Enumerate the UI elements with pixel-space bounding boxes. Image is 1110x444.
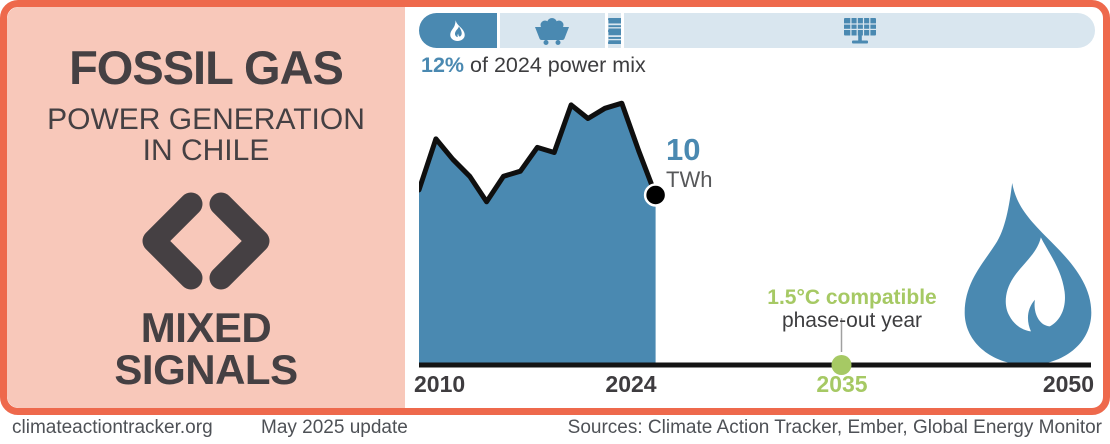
left-panel: FOSSIL GAS POWER GENERATION IN CHILE MIX… xyxy=(7,7,405,408)
gas-share-text: of 2024 power mix xyxy=(470,53,646,77)
coal-cart-icon xyxy=(535,17,570,45)
phase-out-line-2: phase-out year xyxy=(781,309,923,332)
flame-icon xyxy=(450,20,466,41)
rating-label: MIXED SIGNALS xyxy=(7,307,405,391)
site-url: climateactiontracker.org xyxy=(12,417,213,438)
x-tick-2035: 2035 xyxy=(816,371,868,397)
page-title: FOSSIL GAS xyxy=(69,41,344,94)
mix-segment-gas xyxy=(419,13,497,48)
mix-segment-oil xyxy=(607,13,622,48)
subtitle-line-1: POWER GENERATION xyxy=(47,103,365,136)
mix-segment-renewables xyxy=(624,13,1095,48)
sources-text: Sources: Climate Action Tracker, Ember, … xyxy=(567,417,1102,438)
end-point-dot xyxy=(643,183,668,207)
end-value: 10 xyxy=(666,132,701,167)
end-value-label: 10 TWh xyxy=(666,134,712,191)
code-chevrons-icon xyxy=(142,192,270,290)
update-date: May 2025 update xyxy=(261,417,408,438)
power-mix-bar xyxy=(419,13,1095,48)
mix-segment-coal xyxy=(499,13,605,48)
solar-panel-icon xyxy=(843,17,876,43)
gas-line xyxy=(419,100,659,205)
gas-generation-chart xyxy=(419,100,1091,375)
gas-flame-icon xyxy=(964,182,1092,365)
phase-out-label: 1.5°C compatible phase-out year xyxy=(702,286,1002,332)
power-mix-caption: 12% of 2024 power mix xyxy=(421,53,646,78)
x-tick-2050: 2050 xyxy=(1042,371,1094,397)
end-unit: TWh xyxy=(666,167,713,192)
phase-out-dot xyxy=(831,355,852,375)
subtitle-line-2: IN CHILE xyxy=(142,134,270,167)
page-subtitle: POWER GENERATION IN CHILE xyxy=(7,104,405,166)
oil-barrel-icon xyxy=(607,17,622,44)
gas-area xyxy=(419,103,656,365)
x-tick-2010: 2010 xyxy=(414,371,466,397)
phase-out-line-1: 1.5°C compatible xyxy=(767,286,937,309)
rating-line-1: MIXED xyxy=(140,304,272,351)
x-tick-2024: 2024 xyxy=(605,371,657,397)
rating-line-2: SIGNALS xyxy=(114,346,298,393)
gas-share-value: 12% xyxy=(421,53,465,77)
